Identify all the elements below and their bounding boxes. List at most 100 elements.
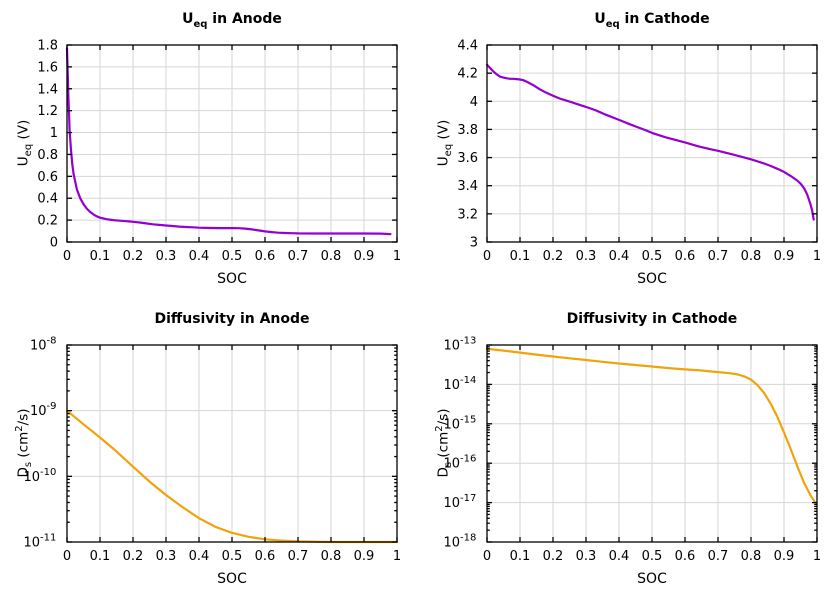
y-tick-label: 1.2	[37, 104, 58, 119]
tick-marks	[486, 44, 818, 243]
ylabel-text: D	[15, 467, 32, 478]
grid-lines	[67, 345, 397, 542]
subplot-diffusivity-anode: 0 0.1 0.2 0.3 0.4 0.5 0.6 0.7 0.8 0.9 1 10-11 10-10 1…	[0, 300, 420, 600]
x-tick-label: 0.9	[774, 249, 795, 264]
plot-title-ueq-cathode: Ueq in Cathode	[487, 11, 817, 30]
title-text: Diffusivity in Cathode	[566, 311, 738, 327]
x-tick-label: 0.9	[774, 549, 795, 564]
y-tick-label: 4.4	[457, 39, 478, 54]
y-tick-label: 0	[50, 236, 58, 251]
x-axis-label-ueq-cathode: SOC	[637, 271, 667, 287]
x-tick-label: 0.2	[543, 249, 564, 264]
curve-ueq-cathode	[485, 63, 815, 221]
y-tick-label: 3.2	[457, 207, 478, 222]
title-text: U	[182, 11, 194, 27]
y-axis-label-diffusivity-cathode: Ds (cm2/s)	[434, 409, 454, 478]
plot-title-ueq-anode: Ueq in Anode	[67, 11, 397, 30]
x-tick-label: 0.6	[675, 249, 696, 264]
ylabel-subscript: s	[443, 461, 455, 468]
title-subscript: eq	[193, 18, 208, 30]
y-tick-label: 10-10	[24, 467, 57, 485]
y-tick-label: 4.2	[457, 67, 478, 82]
x-tick-label: 0.7	[708, 249, 729, 264]
x-tick-label: 0.3	[156, 249, 177, 264]
tick-labels: 0 0.1 0.2 0.3 0.4 0.5 0.6 0.7 0.8 0.9 1 0 0.2 0.4 0.6 0…	[37, 39, 401, 265]
title-subscript: eq	[605, 18, 620, 30]
plot-area-ueq-anode: 0 0.1 0.2 0.3 0.4 0.5 0.6 0.7 0.8 0.9 1 0 0.2 0.4 0.6 0…	[37, 39, 401, 265]
x-tick-label: 1	[813, 249, 821, 264]
x-tick-label: 0.4	[609, 249, 630, 264]
plot-title-diffusivity-anode: Diffusivity in Anode	[67, 311, 397, 330]
x-tick-label: 0.4	[189, 549, 210, 564]
x-tick-label: 1	[813, 549, 821, 564]
y-tick-label: 10-11	[24, 533, 57, 551]
y-tick-label: 3.6	[457, 151, 478, 166]
ylabel-rest: /s)	[435, 408, 452, 426]
x-tick-label: 0.5	[222, 549, 243, 564]
ylabel-subscript: eq	[443, 143, 455, 157]
x-tick-label: 0.8	[321, 549, 342, 564]
y-tick-label: 3.4	[457, 179, 478, 194]
x-tick-label: 0	[63, 549, 71, 564]
y-tick-label: 10-13	[444, 336, 477, 354]
tick-labels: 0 0.1 0.2 0.3 0.4 0.5 0.6 0.7 0.8 0.9 1 3 3.2 3.4 3.6 3…	[457, 39, 821, 265]
title-text: U	[594, 11, 606, 27]
x-tick-label: 0.7	[288, 249, 309, 264]
x-tick-label: 0.2	[123, 549, 144, 564]
x-tick-label: 0.8	[741, 549, 762, 564]
x-tick-label: 0.8	[741, 249, 762, 264]
y-tick-label: 1	[50, 126, 58, 141]
y-axis-label-ueq-anode: Ueq (V)	[14, 120, 34, 166]
ylabel-text: U	[15, 156, 32, 167]
x-tick-label: 0.8	[321, 249, 342, 264]
title-rest: in Anode	[207, 11, 282, 27]
subplot-ueq-anode: 0 0.1 0.2 0.3 0.4 0.5 0.6 0.7 0.8 0.9 1 0 0.2 0.4 0.6 0…	[0, 0, 420, 300]
plot-area-diffusivity-anode: 0 0.1 0.2 0.3 0.4 0.5 0.6 0.7 0.8 0.9 1 10-11 10-10 1…	[24, 336, 402, 565]
title-text: Diffusivity in Anode	[154, 311, 310, 327]
y-tick-label: 10-15	[444, 414, 477, 432]
tick-labels: 0 0.1 0.2 0.3 0.4 0.5 0.6 0.7 0.8 0.9 1 10-18 10-17 1…	[444, 336, 822, 565]
ylabel-mid: (cm	[435, 431, 452, 462]
y-tick-label: 10-16	[444, 454, 477, 472]
x-tick-label: 0	[483, 249, 491, 264]
ylabel-mid: (V)	[435, 119, 452, 144]
ylabel-subscript: eq	[23, 143, 35, 157]
x-tick-label: 0.7	[288, 549, 309, 564]
x-tick-label: 0.2	[123, 249, 144, 264]
x-tick-label: 0.1	[510, 249, 531, 264]
plot-area-ueq-cathode: 0 0.1 0.2 0.3 0.4 0.5 0.6 0.7 0.8 0.9 1 3 3.2 3.4 3.6 3…	[457, 39, 821, 265]
title-rest: in Cathode	[619, 11, 710, 27]
x-tick-label: 0.1	[90, 249, 111, 264]
x-tick-label: 1	[393, 549, 401, 564]
x-tick-label: 0.4	[609, 549, 630, 564]
y-axis-label-ueq-cathode: Ueq (V)	[434, 120, 454, 166]
x-axis-label-ueq-anode: SOC	[217, 271, 247, 287]
y-tick-label: 0.2	[37, 214, 58, 229]
x-tick-label: 0.5	[642, 249, 663, 264]
y-tick-label: 10-18	[444, 533, 477, 551]
y-tick-label: 4	[470, 95, 478, 110]
tick-marks	[486, 344, 818, 543]
grid-lines	[487, 345, 817, 542]
x-tick-label: 0.5	[222, 249, 243, 264]
grid-lines	[487, 45, 817, 242]
plot-title-diffusivity-cathode: Diffusivity in Cathode	[487, 311, 817, 330]
y-axis-label-diffusivity-anode: Ds (cm2/s)	[14, 409, 34, 478]
tick-marks	[66, 44, 398, 243]
y-tick-label: 0.6	[37, 170, 58, 185]
ylabel-mid: (cm	[15, 431, 32, 462]
x-tick-label: 0.6	[255, 549, 276, 564]
x-tick-label: 0.2	[543, 549, 564, 564]
subplot-ueq-cathode: 0 0.1 0.2 0.3 0.4 0.5 0.6 0.7 0.8 0.9 1 3 3.2 3.4 3.6 3…	[420, 0, 840, 300]
x-tick-label: 0.1	[90, 549, 111, 564]
y-tick-label: 10-9	[30, 401, 57, 419]
x-axis-label-diffusivity-cathode: SOC	[637, 571, 667, 587]
x-tick-label: 0.9	[354, 549, 375, 564]
ylabel-superscript: 2	[433, 425, 445, 432]
x-tick-label: 0	[63, 249, 71, 264]
x-tick-label: 0.5	[642, 549, 663, 564]
x-tick-label: 1	[393, 249, 401, 264]
subplot-diffusivity-cathode: 0 0.1 0.2 0.3 0.4 0.5 0.6 0.7 0.8 0.9 1 10-18 10-17 1…	[420, 300, 840, 600]
x-tick-label: 0.3	[576, 549, 597, 564]
